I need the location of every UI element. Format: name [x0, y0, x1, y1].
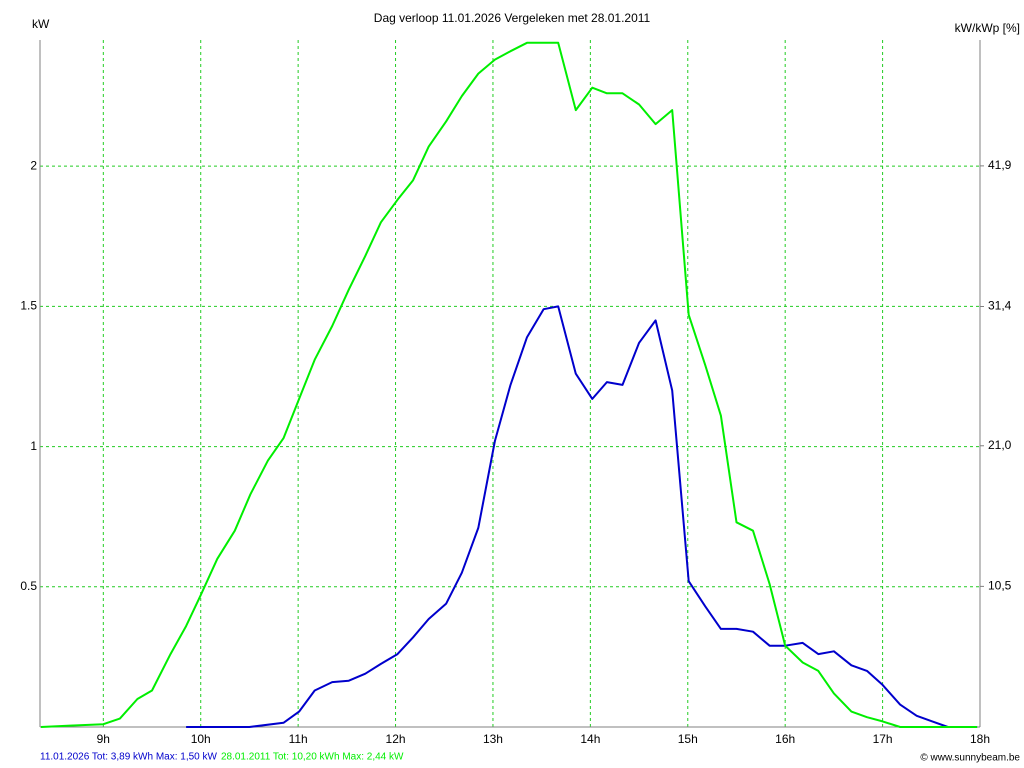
x-tick-label: 18h: [970, 732, 990, 746]
chart-title: Dag verloop 11.01.2026 Vergeleken met 28…: [374, 11, 651, 25]
x-tick-label: 14h: [580, 732, 600, 746]
series-line: [186, 305, 978, 728]
y-tick-label: 2: [30, 158, 37, 172]
y2-tick-label: 10,5: [988, 579, 1012, 593]
y-tick-label: 1: [30, 439, 37, 453]
x-tick-label: 10h: [191, 732, 211, 746]
legend-entry: 28.01.2011 Tot: 10,20 kWh Max: 2,44 kW: [221, 752, 404, 763]
y2-tick-label: 31,4: [988, 299, 1012, 313]
x-tick-label: 15h: [678, 732, 698, 746]
x-tick-label: 13h: [483, 732, 503, 746]
y-tick-label: 1.5: [20, 299, 37, 313]
x-tick-label: 16h: [775, 732, 795, 746]
series-line: [40, 41, 978, 728]
x-tick-label: 11h: [289, 732, 308, 746]
y2-tick-label: 21,0: [988, 438, 1012, 452]
y2-tick-label: 41,9: [988, 158, 1012, 172]
x-tick-label: 9h: [97, 732, 110, 746]
legend-entry: 11.01.2026 Tot: 3,89 kWh Max: 1,50 kW: [40, 752, 218, 763]
x-tick-label: 17h: [873, 732, 893, 746]
y-tick-label: 0.5: [20, 579, 37, 593]
y2-axis-label: kW/kWp [%]: [955, 21, 1020, 35]
y-axis-label: kW: [32, 17, 50, 31]
x-tick-label: 12h: [386, 732, 406, 746]
credit: © www.sunnybeam.be: [920, 753, 1020, 764]
